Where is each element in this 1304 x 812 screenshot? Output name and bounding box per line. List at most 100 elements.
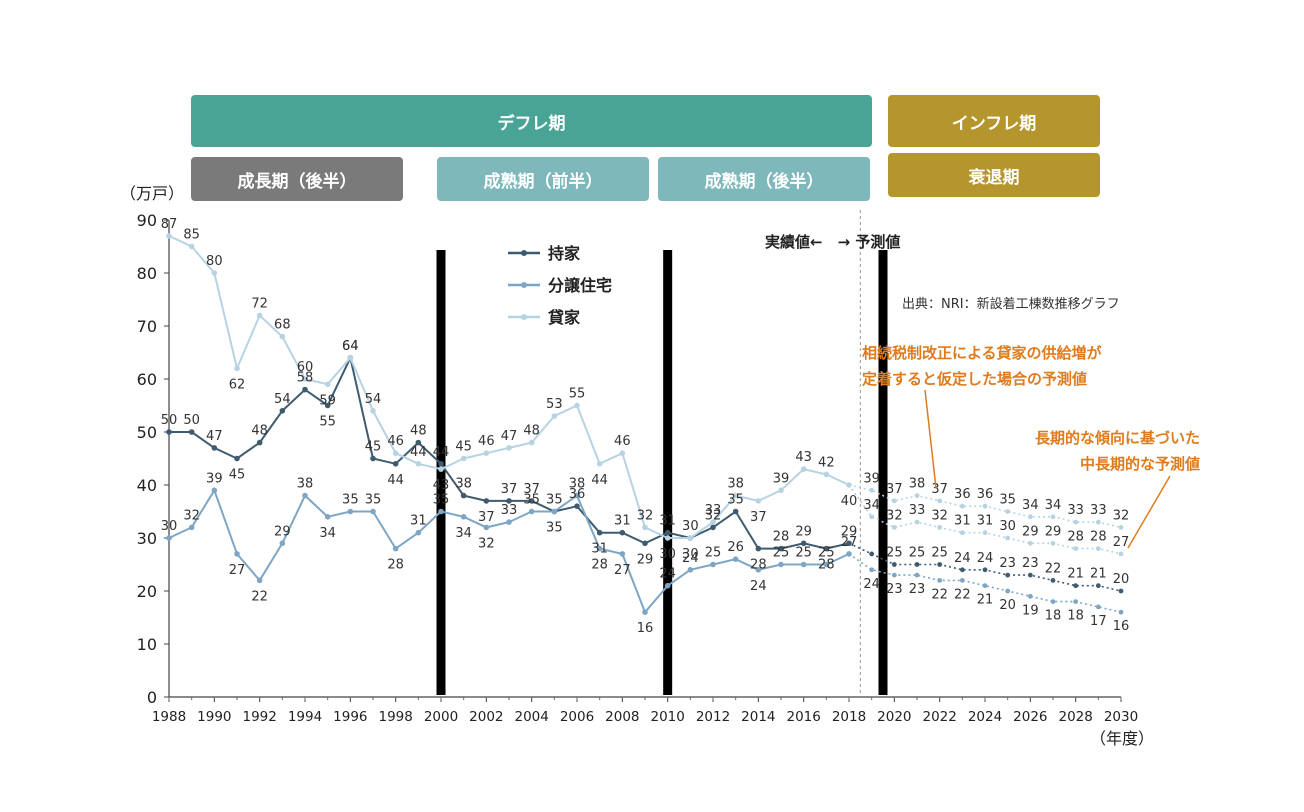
data-label-rental: 40 <box>841 494 858 509</box>
point-condo <box>823 561 830 568</box>
forecast-point-owner <box>937 562 943 567</box>
point-rental <box>188 243 195 250</box>
data-label-rental: 37 <box>750 510 767 525</box>
forecast-label-condo: 21 <box>977 593 994 608</box>
forecast-point-owner <box>982 567 988 573</box>
forecast-point-rental-high <box>937 498 943 504</box>
annotation-tax-line2: 定着すると仮定した場合の予測値 <box>862 370 1087 388</box>
data-label-owner: 55 <box>319 415 336 430</box>
forecast-point-condo <box>869 567 875 573</box>
data-label-condo: 34 <box>319 526 336 541</box>
data-label-rental: 55 <box>569 387 586 402</box>
forecast-point-rental <box>1050 540 1056 546</box>
x-tick-label: 2000 <box>424 709 458 725</box>
data-label-condo: 34 <box>455 526 472 541</box>
point-owner <box>166 429 172 435</box>
data-label-rental: 46 <box>387 434 404 449</box>
data-label-condo: 27 <box>229 563 246 578</box>
data-label-condo: 24 <box>750 579 767 594</box>
forecast-label-rental: 33 <box>909 503 926 518</box>
forecast-point-rental <box>1118 551 1124 557</box>
forecast-point-owner <box>891 562 897 567</box>
legend-label-owner: 持家 <box>548 244 581 263</box>
data-label-rental: 47 <box>501 429 518 444</box>
band-growth-late: 成長期（後半） <box>191 157 403 201</box>
band-mature-late: 成熟期（後半） <box>658 157 870 201</box>
data-label-rental: 30 <box>659 547 676 562</box>
point-rental <box>438 466 444 472</box>
point-condo <box>256 577 263 584</box>
point-owner <box>234 455 240 462</box>
forecast-point-owner <box>1005 572 1011 578</box>
forecast-point-rental <box>1027 540 1033 546</box>
forecast-point-owner <box>914 562 920 567</box>
data-label-owner: 29 <box>795 524 812 539</box>
data-label-owner: 29 <box>637 552 654 567</box>
point-condo <box>279 540 286 547</box>
data-label-owner: 44 <box>387 473 404 488</box>
data-label-rental: 44 <box>410 445 427 460</box>
x-tick-label: 2026 <box>1013 709 1047 725</box>
data-label-condo: 26 <box>727 540 744 555</box>
forecast-point-condo <box>1050 599 1056 604</box>
data-label-condo: 33 <box>501 503 518 518</box>
forecast-label-owner: 20 <box>1113 572 1130 587</box>
point-owner <box>188 429 195 435</box>
point-owner <box>506 498 512 504</box>
forecast-label-condo: 17 <box>1090 614 1107 629</box>
data-label-rental: 54 <box>365 392 382 407</box>
x-tick-label: 2022 <box>922 709 956 725</box>
legend-label-rental: 貸家 <box>547 308 581 327</box>
data-label-rental: 38 <box>727 477 744 492</box>
y-axis-unit-label: （万戸） <box>120 184 184 203</box>
forecast-label-rental-high: 38 <box>909 477 926 492</box>
forecast-label-condo: 24 <box>863 577 880 592</box>
point-owner <box>279 408 286 414</box>
forecast-point-rental <box>1095 546 1101 551</box>
forecast-label-rental-high: 32 <box>1113 508 1130 523</box>
x-tick-label: 2006 <box>560 709 594 725</box>
forecast-point-rental <box>959 530 965 536</box>
data-label-owner: 37 <box>501 482 518 497</box>
forecast-point-rental <box>914 519 920 525</box>
point-rental <box>460 455 467 462</box>
forecast-label-rental-high: 36 <box>954 487 971 502</box>
point-owner <box>778 545 784 552</box>
data-label-condo: 38 <box>297 477 314 492</box>
data-label-condo: 27 <box>841 535 858 550</box>
forecast-label-rental-high: 34 <box>1045 498 1062 513</box>
point-owner <box>392 461 399 467</box>
y-tick-label: 50 <box>137 423 157 442</box>
point-rental <box>755 498 762 504</box>
legend-marker-owner <box>521 250 527 256</box>
x-tick-label: 2018 <box>832 709 866 725</box>
data-label-owner: 28 <box>773 530 790 545</box>
data-label-owner: 47 <box>206 429 223 444</box>
forecast-point-owner <box>1050 578 1056 583</box>
data-label-rental: 85 <box>183 228 200 243</box>
data-label-owner: 35 <box>727 493 744 508</box>
forecast-label-condo: 20 <box>999 598 1016 613</box>
data-label-owner: 35 <box>546 521 563 536</box>
point-owner <box>710 524 716 531</box>
point-rental <box>506 445 512 451</box>
annotation-trend-leader <box>1127 475 1171 549</box>
data-label-rental: 45 <box>455 440 472 455</box>
data-label-owner: 45 <box>365 440 382 455</box>
point-rental <box>778 487 784 494</box>
annotation-tax-line1: 相続税制改正による貸家の供給増が <box>862 344 1103 362</box>
forecast-label-owner: 24 <box>954 551 971 566</box>
x-tick-label: 1994 <box>288 709 322 725</box>
point-condo <box>483 524 490 531</box>
data-label-condo: 35 <box>546 493 563 508</box>
forecast-point-rental-high <box>1095 519 1101 525</box>
forecast-point-condo <box>1095 604 1101 610</box>
band-decline: 衰退期 <box>888 153 1100 197</box>
data-label-rental: 68 <box>274 318 291 333</box>
point-rental <box>392 450 399 457</box>
data-label-owner: 32 <box>705 508 722 523</box>
band-inflation: インフレ期 <box>888 95 1100 147</box>
point-condo <box>574 492 580 499</box>
data-label-owner: 28 <box>818 558 835 573</box>
y-tick-label: 80 <box>137 264 157 283</box>
